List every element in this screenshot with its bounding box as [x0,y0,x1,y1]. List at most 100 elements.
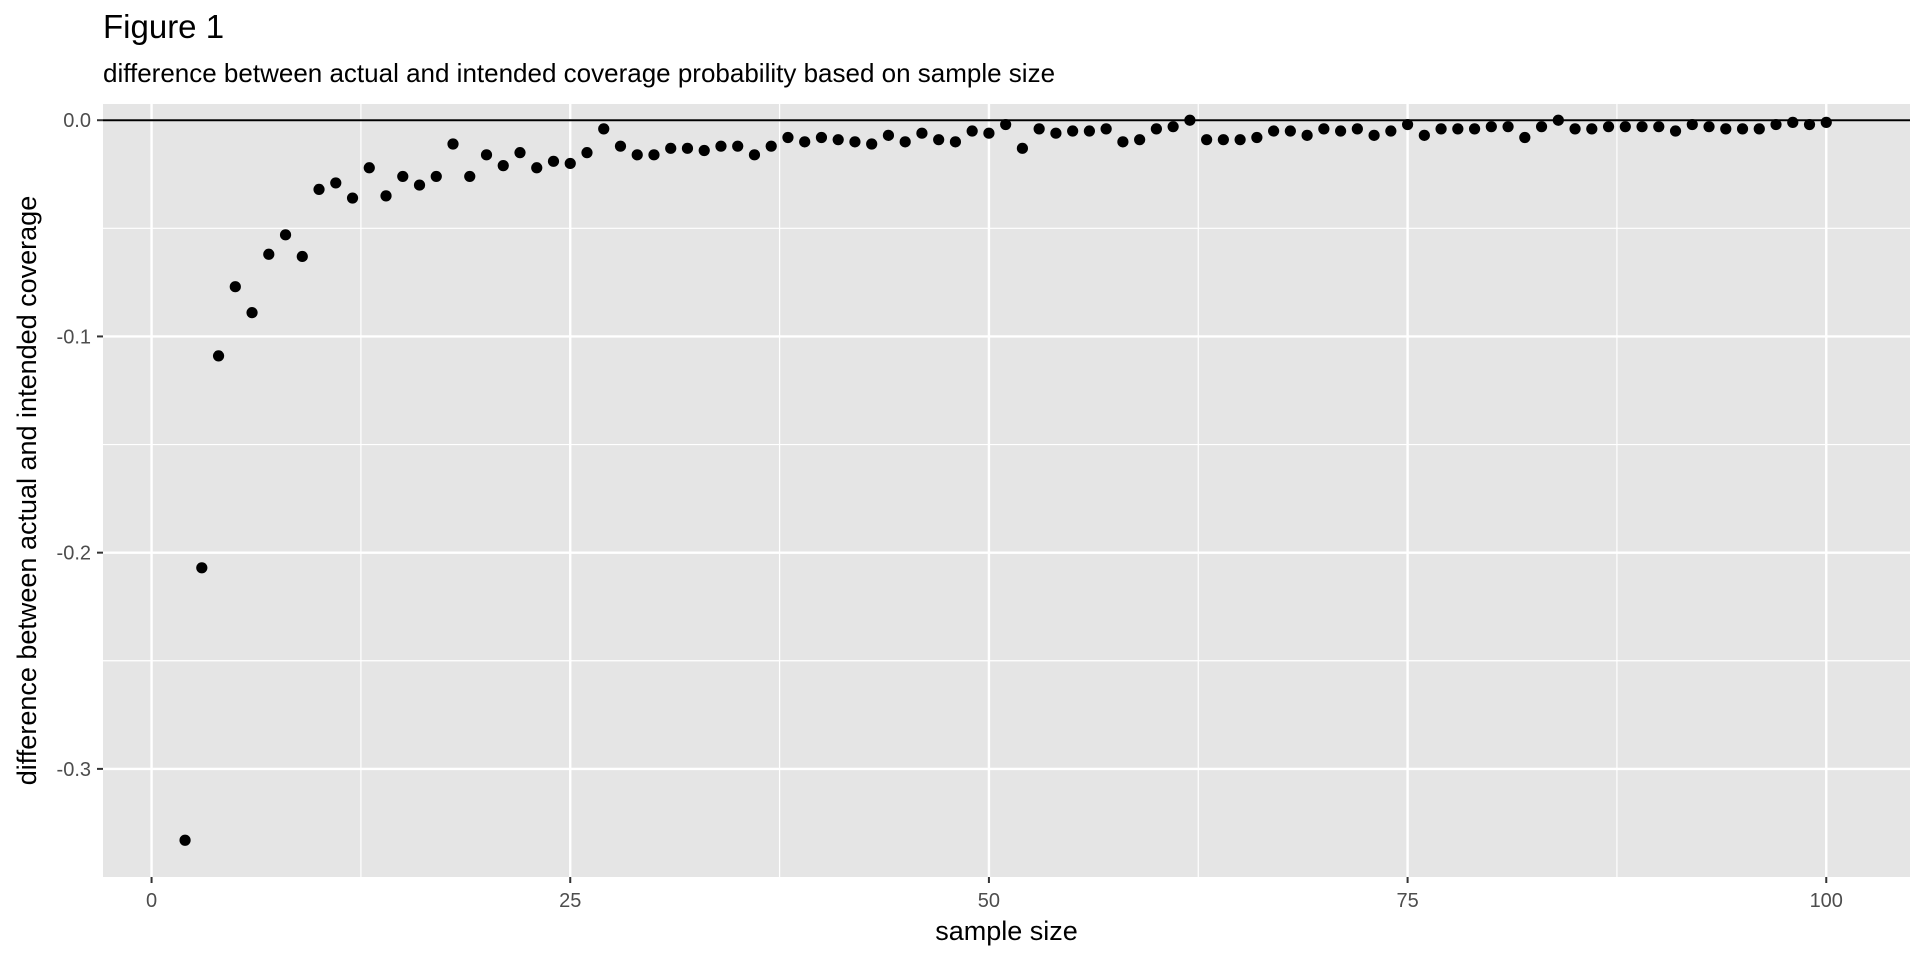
data-point [782,131,794,144]
data-point [1636,121,1648,133]
data-point [1000,118,1012,131]
data-point [1669,125,1682,137]
data-point [933,134,945,146]
data-point [279,229,292,241]
data-point [1787,116,1799,128]
data-point [1167,121,1179,133]
data-point [1418,129,1430,141]
data-point [514,147,526,159]
data-point [564,157,576,170]
data-point [832,134,844,146]
data-point [246,307,258,319]
data-point [1268,125,1280,137]
data-point [1117,136,1129,148]
data-point [732,140,744,152]
data-point [1736,123,1749,135]
data-point [916,127,928,139]
data-point [1335,125,1347,137]
data-point [1351,123,1363,135]
data-point [1770,118,1782,131]
data-point [1485,121,1497,133]
data-point [447,138,459,150]
data-point [1535,121,1548,133]
x-tick-label: 100 [1810,890,1843,912]
data-point [581,147,593,159]
data-point [849,136,861,148]
data-point [346,192,359,204]
data-point [413,179,426,191]
data-point [1184,114,1196,126]
data-point [1385,125,1397,137]
data-point [1586,123,1598,135]
data-point [614,140,627,152]
data-point [1803,118,1816,131]
data-point [882,129,895,141]
chart-title: Figure 1 [103,8,225,45]
data-point [1468,123,1481,135]
data-point [229,281,241,293]
y-tick-label: -0.2 [57,543,91,565]
data-point [1686,118,1698,131]
data-point [1703,121,1715,133]
data-point [1653,121,1665,133]
data-point [497,160,509,172]
y-tick-label: -0.3 [57,759,91,781]
data-point [1619,121,1631,133]
x-tick-label: 25 [559,890,581,912]
data-point [1552,114,1564,126]
data-point [631,149,643,161]
data-point [1753,123,1765,135]
data-point [715,140,727,152]
data-point [598,123,610,135]
data-point [363,162,375,174]
data-point [480,149,493,161]
data-point [1435,123,1447,135]
data-point [765,140,777,152]
chart-subtitle: difference between actual and intended c… [103,58,1056,88]
data-point [1602,121,1615,133]
data-point [1033,123,1045,135]
data-point [1067,125,1079,137]
data-point [531,162,543,174]
data-point [983,127,995,139]
y-axis-title: difference between actual and intended c… [12,196,42,785]
data-point [1502,121,1514,133]
data-point [1318,123,1330,135]
data-point [1820,116,1832,128]
data-point [1100,123,1112,135]
y-tick-label: 0.0 [63,110,91,132]
data-point [1368,129,1380,141]
x-tick-label: 0 [146,890,157,912]
data-point [1150,123,1162,135]
data-point [748,149,761,161]
data-point [547,155,560,167]
data-point [665,142,677,154]
data-point [1720,123,1732,135]
data-point [380,190,392,202]
data-point [698,144,710,157]
plot-panel [103,104,1910,877]
data-point [899,136,911,148]
data-point [1083,125,1095,137]
data-point [1251,131,1263,144]
data-point [1016,142,1029,154]
data-point [1201,134,1213,146]
data-point [296,250,308,263]
x-tick-label: 75 [1396,890,1418,912]
data-point [1217,134,1229,146]
data-point [1519,131,1531,144]
data-point [212,350,225,362]
data-point [966,125,978,137]
data-point [1569,123,1581,135]
data-point [179,834,191,846]
data-point [1401,118,1414,131]
data-point [330,177,342,189]
data-point [1301,129,1313,141]
data-point [1050,127,1062,139]
data-point [815,131,828,144]
x-axis-title: sample size [935,916,1078,946]
data-point [681,142,694,154]
data-point [313,183,325,196]
